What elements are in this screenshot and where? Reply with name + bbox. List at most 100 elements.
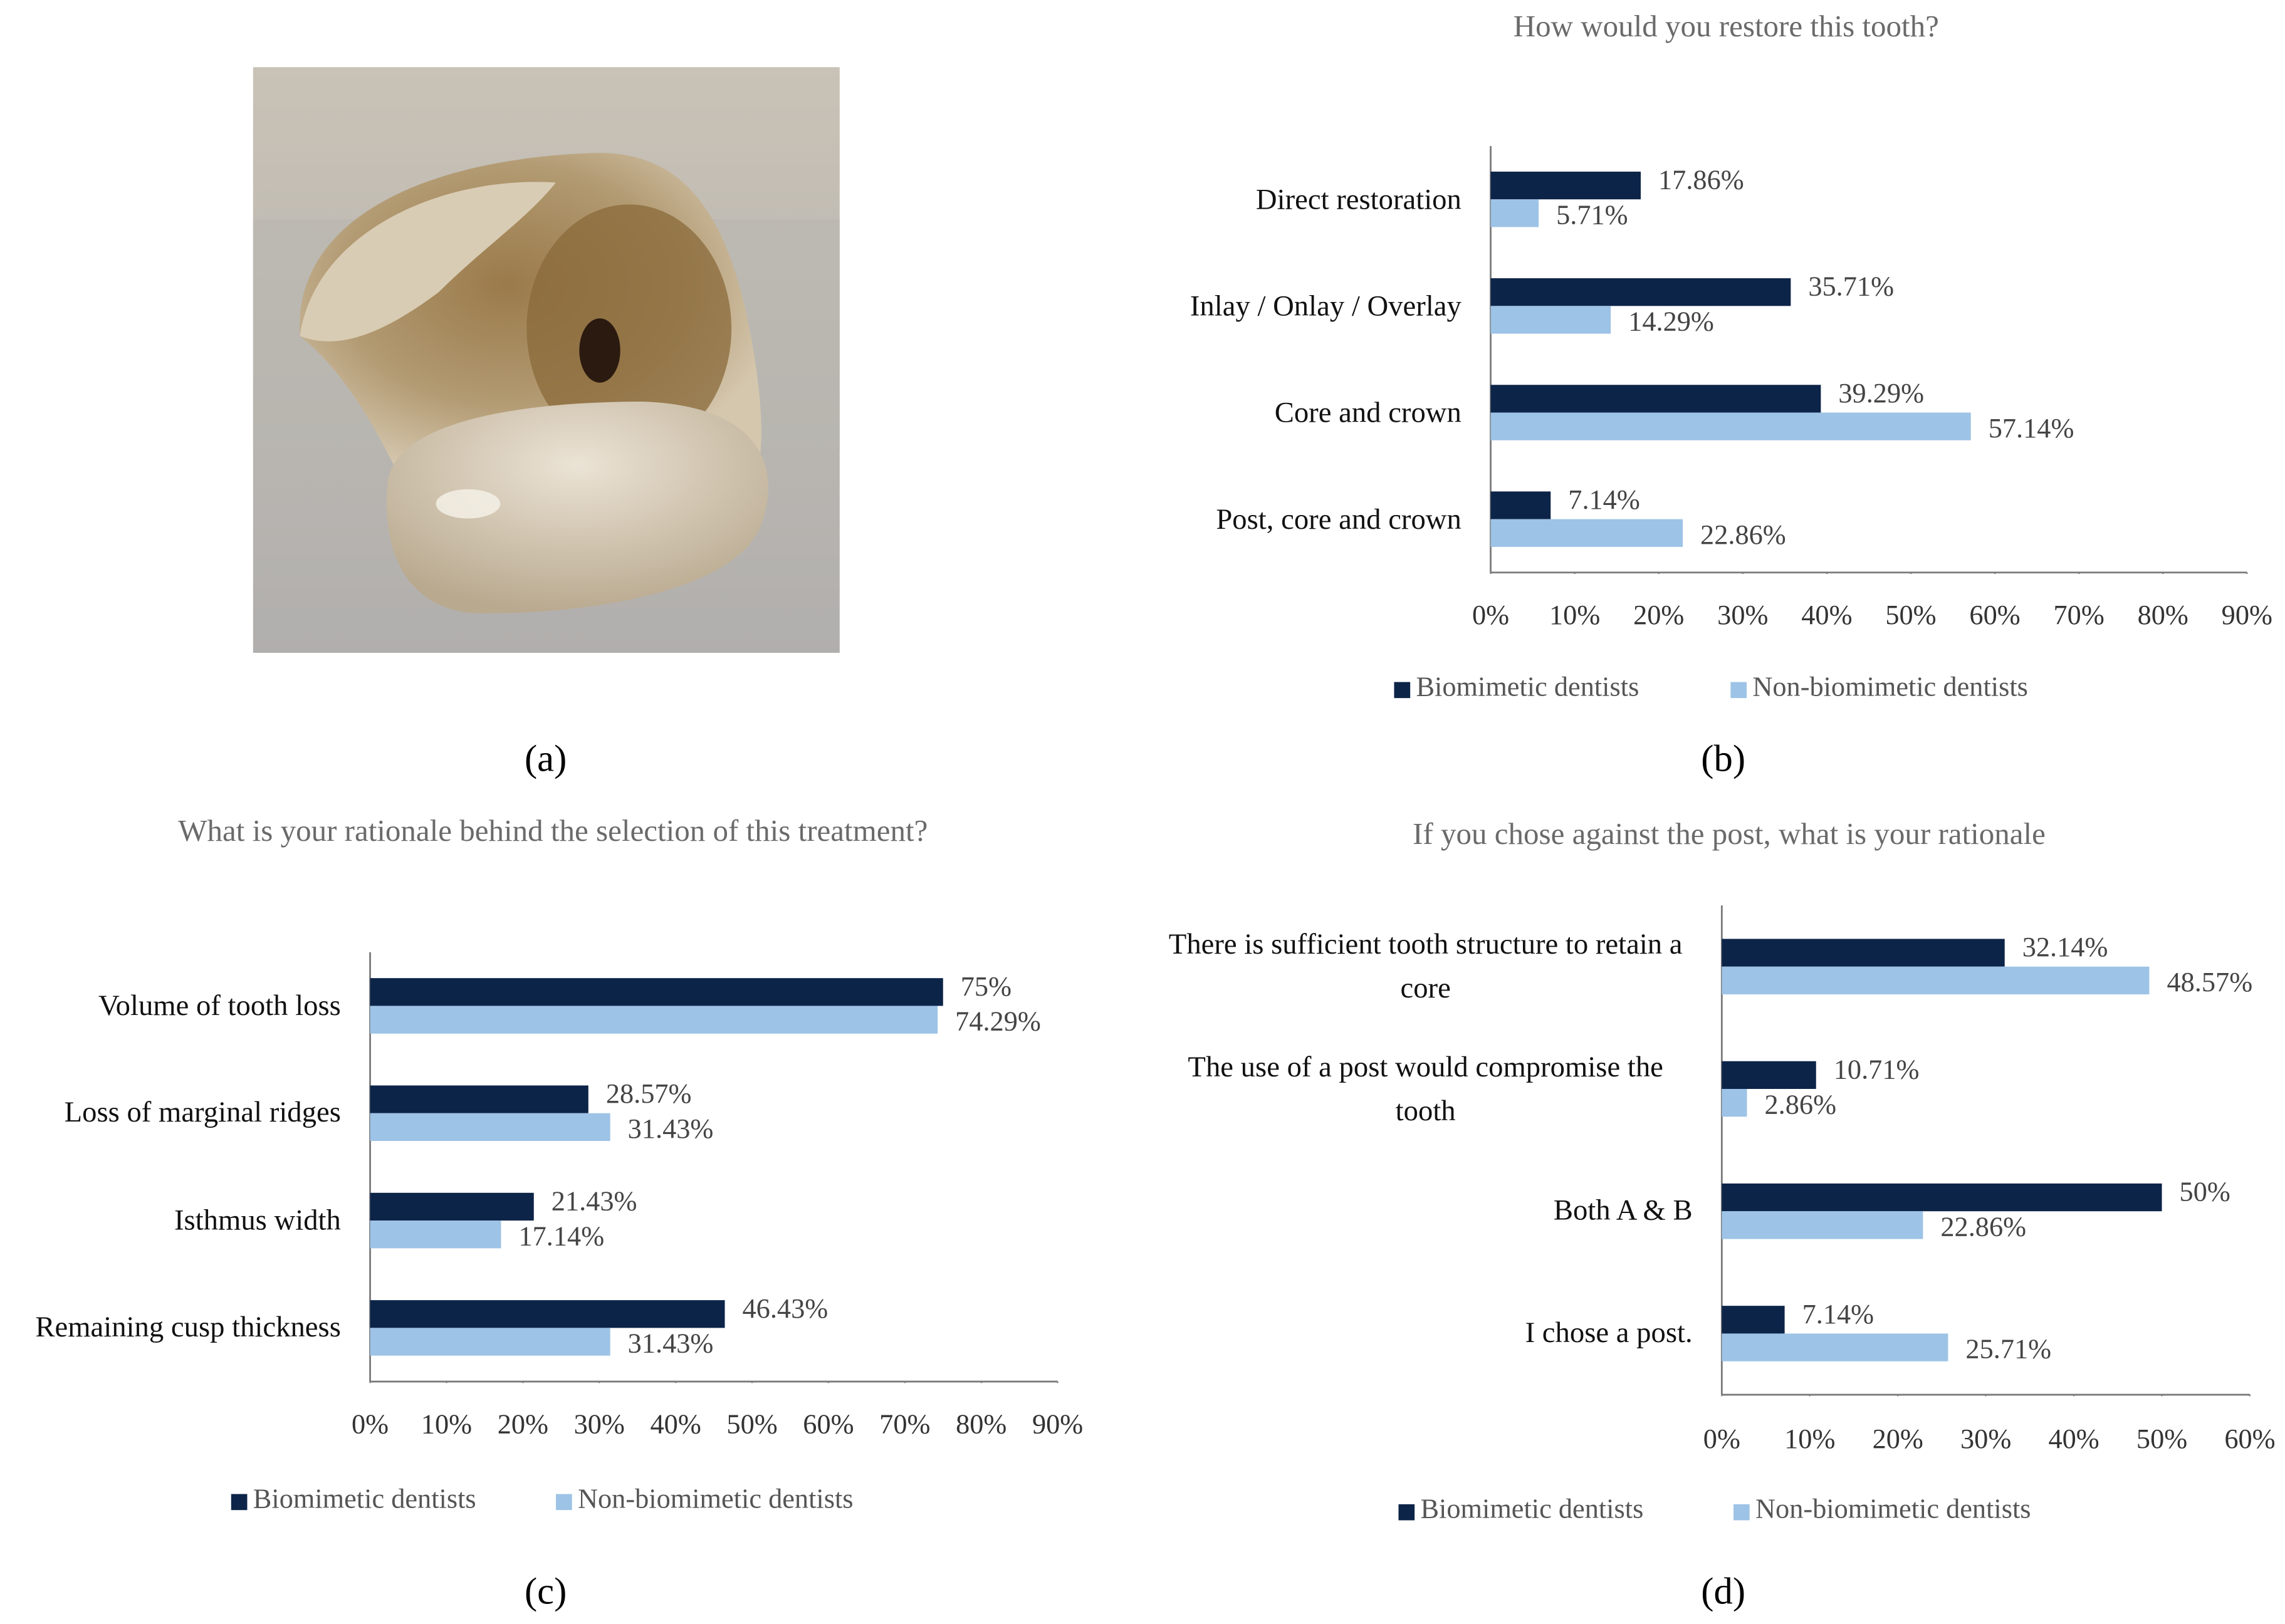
x-tick-label: 10%	[1784, 1424, 1835, 1454]
bar	[370, 1113, 610, 1142]
legend-label: Non-biomimetic dentists	[1755, 1494, 2031, 1524]
x-tick-label: 60%	[2224, 1424, 2275, 1454]
x-tick-label: 30%	[574, 1409, 625, 1440]
x-tick-label: 60%	[1969, 600, 2020, 630]
value-label: 21.43%	[552, 1185, 637, 1216]
value-label: 50%	[2180, 1177, 2230, 1207]
x-tick-label: 70%	[2054, 600, 2105, 630]
category-label: Isthmus width	[174, 1204, 341, 1237]
chart-title: If you chose against the post, what is y…	[1413, 816, 2046, 851]
legend-swatch	[1733, 1504, 1750, 1521]
category-label: Inlay / Onlay / Overlay	[1190, 289, 1461, 322]
panel-label: (a)	[525, 738, 567, 780]
category-label-box: Volume of tooth loss	[98, 989, 341, 1023]
bar	[370, 1085, 588, 1113]
bar	[370, 1300, 725, 1328]
panel-label: (c)	[525, 1570, 567, 1612]
value-label: 22.86%	[1700, 519, 1786, 550]
panel-label: (b)	[1701, 738, 1745, 780]
x-tick-label: 0%	[1703, 1424, 1740, 1454]
bar	[1722, 1183, 2162, 1212]
category-label: Both A & B	[1553, 1195, 1693, 1227]
category-label: I chose a post.	[1525, 1317, 1693, 1350]
legend-swatch	[555, 1494, 572, 1511]
chart-title: What is your rationale behind the select…	[178, 813, 928, 848]
category-label-row: Post, core and crown	[906, 466, 1461, 573]
value-label: 10.71%	[1834, 1054, 1920, 1085]
bar	[1490, 385, 1821, 413]
category-label-box: Direct restoration	[906, 146, 1461, 252]
category-label: Post, core and crown	[1216, 503, 1461, 536]
category-label-row: The use of a post would compromise the t…	[1151, 1028, 1693, 1150]
chart: What is your rationale behind the select…	[0, 813, 1083, 1514]
x-tick-label: 50%	[2136, 1424, 2187, 1454]
legend-swatch	[1730, 682, 1747, 699]
chart: How would you restore this tooth? 0% 10% 20…	[906, 9, 2272, 702]
bar	[1490, 306, 1611, 334]
value-label: 31.43%	[628, 1113, 714, 1144]
legend-label: Biomimetic dentists	[253, 1483, 476, 1514]
tooth-photo	[253, 67, 840, 653]
category-label-box: Loss of marginal ridges	[0, 1059, 341, 1167]
bar	[1722, 939, 2005, 967]
category-label-box: Core and crown	[906, 359, 1461, 466]
category-label-row: There is sufficient tooth structure to r…	[1151, 905, 1693, 1028]
bar	[1490, 519, 1683, 547]
x-tick-label: 40%	[651, 1409, 701, 1440]
value-label: 25.71%	[1965, 1334, 2051, 1365]
bar	[1722, 1089, 1747, 1117]
panel-label: (d)	[1701, 1570, 1745, 1612]
bar	[1722, 1211, 1923, 1239]
x-tick-label: 20%	[1633, 600, 1684, 630]
bar	[1490, 171, 1641, 200]
x-tick-label: 0%	[1472, 600, 1509, 630]
x-tick-label: 50%	[726, 1409, 777, 1440]
category-label-row: Core and crown	[906, 359, 1461, 466]
category-label-box: There is sufficient tooth structure to r…	[1151, 905, 1693, 1028]
category-label: There is sufficient tooth structure to r…	[1168, 929, 1683, 1005]
value-label: 17.86%	[1658, 165, 1744, 195]
value-label: 31.43%	[628, 1328, 714, 1359]
value-label: 2.86%	[1765, 1089, 1837, 1120]
category-label-box: Isthmus width	[174, 1204, 341, 1237]
category-label-box: Inlay / Onlay / Overlay	[906, 252, 1461, 359]
bar	[370, 1221, 501, 1249]
category-label-row: Direct restoration	[906, 146, 1461, 252]
category-label: Loss of marginal ridges	[64, 1097, 341, 1130]
bar	[1490, 491, 1551, 519]
chart: If you chose against the post, what is y…	[1151, 816, 2276, 1524]
category-label-box: The use of a post would compromise the t…	[1151, 1028, 1693, 1150]
bar	[1490, 412, 1971, 440]
bar	[1722, 1333, 1948, 1361]
value-label: 39.29%	[1838, 378, 1924, 409]
category-label-row: Loss of marginal ridges	[0, 1059, 341, 1167]
bar	[370, 1328, 610, 1356]
category-label-row: I chose a post.	[1151, 1273, 1693, 1395]
value-label: 57.14%	[1989, 413, 2074, 444]
category-label-box: I chose a post.	[1151, 1273, 1693, 1395]
legend-swatch	[1394, 682, 1411, 699]
x-tick-label: 10%	[1549, 600, 1600, 630]
bar	[370, 1192, 534, 1221]
bar	[370, 1006, 938, 1034]
value-label: 46.43%	[743, 1293, 829, 1324]
x-tick-label: 20%	[498, 1409, 548, 1440]
x-tick-label: 30%	[1717, 600, 1768, 630]
category-label: Remaining cusp thickness	[35, 1311, 341, 1345]
legend-label: Biomimetic dentists	[1420, 1494, 1643, 1524]
bar	[1490, 278, 1791, 306]
x-tick-label: 60%	[803, 1409, 854, 1440]
x-tick-label: 20%	[1873, 1424, 1923, 1454]
x-tick-label: 80%	[2138, 600, 2188, 630]
x-tick-label: 10%	[421, 1409, 472, 1440]
x-tick-label: 80%	[956, 1409, 1007, 1440]
legend-label: Non-biomimetic dentists	[1752, 671, 2028, 702]
legend-label: Biomimetic dentists	[1416, 671, 1639, 702]
category-label-row: Inlay / Onlay / Overlay	[906, 252, 1461, 359]
value-label: 5.71%	[1556, 199, 1628, 230]
category-label-box: Remaining cusp thickness	[35, 1311, 341, 1345]
chart-title: How would you restore this tooth?	[1514, 9, 1939, 43]
category-label: Volume of tooth loss	[98, 989, 341, 1023]
category-label: Direct restoration	[1255, 183, 1461, 216]
